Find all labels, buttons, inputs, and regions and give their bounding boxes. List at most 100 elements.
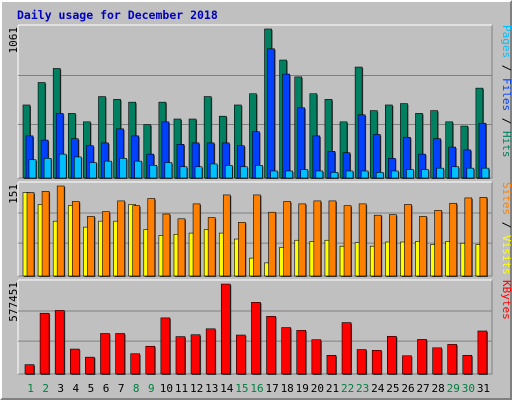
bar-sites: [192, 203, 201, 277]
bar-sites: [132, 205, 140, 277]
bar-kbytes: [356, 349, 367, 375]
x-tick-label: 23: [356, 382, 369, 395]
x-tick-label: 21: [326, 382, 339, 395]
bar-sites: [434, 210, 442, 277]
x-tick-label: 13: [205, 382, 218, 395]
x-tick-label: 9: [148, 382, 155, 395]
bar-sites: [343, 205, 352, 277]
bar-sites: [479, 197, 488, 277]
bar-pages: [209, 163, 218, 179]
bar-sites: [41, 191, 50, 277]
bar-sites: [147, 198, 156, 277]
x-tick-label: 29: [447, 382, 460, 395]
series-legend: Pages / Files / Hits: [500, 25, 512, 158]
x-tick-label: 27: [416, 382, 429, 395]
bar-kbytes: [371, 350, 382, 375]
bar-kbytes: [477, 330, 488, 375]
bar-kbytes: [39, 312, 50, 375]
bar-sites: [117, 200, 125, 277]
bar-kbytes: [236, 334, 246, 375]
bar-pages: [345, 170, 354, 179]
bar-pages: [270, 170, 278, 179]
bar-pages: [119, 158, 127, 179]
x-tick-label: 20: [311, 382, 324, 395]
x-tick-label: 22: [341, 382, 354, 395]
legend-entry: Files: [500, 78, 512, 111]
x-tick-label: 28: [432, 382, 445, 395]
bar-kbytes: [387, 335, 397, 375]
bar-sites: [253, 194, 261, 277]
chart-title: Daily usage for December 2018: [17, 8, 218, 22]
bar-pages: [58, 153, 67, 179]
bar-files: [357, 114, 366, 179]
bar-sites: [268, 211, 276, 277]
x-tick-label: 6: [103, 382, 110, 395]
bar-sites: [87, 216, 95, 277]
bar-pages: [406, 169, 414, 179]
bar-sites: [464, 197, 473, 277]
legend-entry: /: [500, 215, 512, 235]
bar-kbytes: [402, 355, 412, 375]
bar-kbytes: [54, 310, 65, 375]
bar-kbytes: [24, 364, 35, 375]
bar-kbytes: [190, 334, 201, 375]
bar-files: [372, 134, 381, 179]
bar-pages: [104, 160, 112, 179]
x-tick-label: 24: [371, 382, 385, 395]
x-tick-label: 16: [250, 382, 263, 395]
bar-pages: [240, 166, 248, 179]
bar-pages: [179, 166, 188, 179]
legend-entry: KBytes: [500, 280, 512, 320]
x-tick-label: 15: [235, 382, 248, 395]
bar-sites: [373, 214, 382, 277]
bar-kbytes: [115, 333, 125, 375]
x-tick-label: 25: [386, 382, 399, 395]
bar-sites: [283, 201, 291, 277]
bar-sites: [449, 202, 458, 277]
bar-kbytes: [205, 328, 216, 375]
legend-entry: Visits: [500, 235, 512, 275]
bar-kbytes: [417, 339, 427, 375]
bar-files: [267, 48, 275, 179]
bar-pages: [164, 162, 173, 179]
bar-pages: [300, 169, 309, 179]
legend-entry: Hits: [500, 131, 512, 158]
bar-kbytes: [160, 317, 171, 375]
bar-kbytes: [220, 283, 231, 375]
bar-pages: [43, 158, 52, 179]
x-tick-label: 17: [265, 382, 278, 395]
bar-pages: [466, 167, 475, 179]
bar-kbytes: [85, 356, 95, 375]
bar-files: [297, 107, 306, 179]
x-tick-label: 19: [296, 382, 309, 395]
bar-sites: [238, 222, 246, 277]
bar-pages: [375, 172, 384, 179]
bar-sites: [389, 214, 397, 277]
x-tick-label: 10: [160, 382, 173, 395]
ymax-label: 151: [7, 184, 20, 204]
bar-pages: [391, 170, 399, 179]
legend-entry: Sites: [500, 182, 512, 215]
bar-sites: [56, 185, 65, 277]
bar-sites: [328, 200, 337, 277]
bar-kbytes: [432, 347, 442, 375]
x-tick-label: 26: [401, 382, 414, 395]
legend-entry: /: [500, 111, 512, 131]
bar-kbytes: [281, 327, 291, 375]
bar-sites: [298, 203, 307, 277]
series-legend: Sites / Visits: [500, 182, 512, 275]
bar-kbytes: [251, 302, 261, 375]
ymax-label: 577451: [7, 282, 20, 322]
bar-kbytes: [462, 354, 473, 375]
bar-kbytes: [175, 336, 186, 375]
bar-pages: [89, 162, 97, 179]
bar-kbytes: [341, 322, 352, 375]
x-tick-label: 1: [27, 382, 34, 395]
bar-kbytes: [266, 316, 276, 375]
ymax-label: 1061: [7, 27, 20, 54]
bar-sites: [102, 211, 110, 277]
bar-sites: [419, 216, 427, 277]
bar-sites: [358, 203, 367, 277]
x-tick-label: 30: [462, 382, 475, 395]
